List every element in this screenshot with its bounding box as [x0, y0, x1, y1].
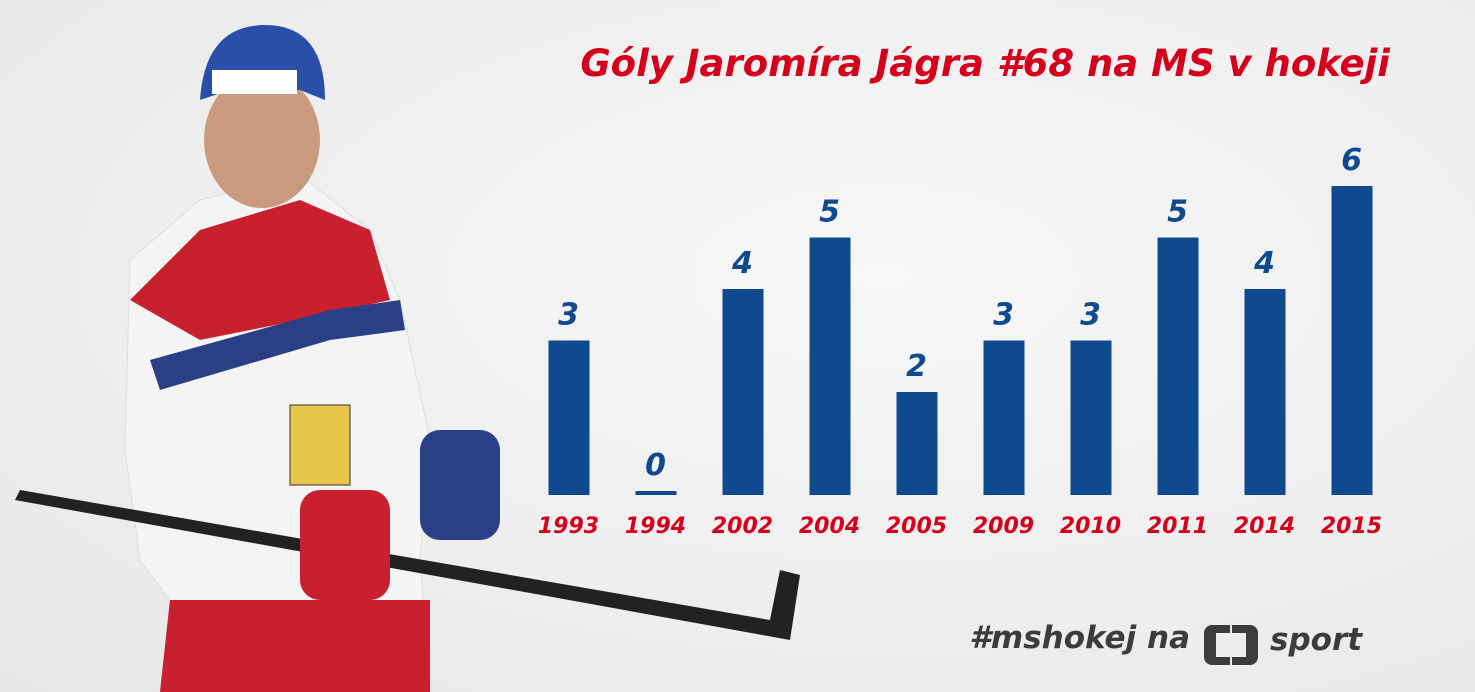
bar — [1157, 237, 1199, 495]
x-tick-label: 2014 — [1234, 514, 1295, 539]
value-label: 4 — [731, 246, 753, 281]
bar — [896, 392, 938, 495]
logo — [1204, 625, 1258, 665]
x-tick-label: 2011 — [1147, 514, 1208, 539]
x-tick-label: 2010 — [1060, 514, 1121, 539]
bar — [1070, 340, 1112, 495]
bar — [722, 289, 764, 495]
x-tick-label: 2009 — [973, 514, 1034, 539]
x-tick-label: 2002 — [712, 514, 773, 539]
bar — [1244, 289, 1286, 495]
footer-hashtag: #mshokej na — [969, 620, 1190, 656]
value-label: 3 — [558, 298, 579, 333]
logo-text: sport — [1270, 622, 1363, 658]
value-label: 3 — [993, 298, 1014, 333]
value-label: 2 — [906, 349, 927, 384]
value-label: 4 — [1253, 246, 1275, 281]
x-tick-label: 2005 — [886, 514, 947, 539]
chart-title: Góly Jaromíra Jágra #68 na MS v hokeji — [580, 42, 1391, 85]
bar — [1331, 186, 1373, 495]
value-label: 5 — [1167, 195, 1188, 230]
value-label: 6 — [1341, 143, 1362, 178]
value-label: 5 — [819, 195, 840, 230]
value-label: 0 — [645, 448, 666, 483]
player-illustration — [15, 25, 800, 692]
x-tick-label: 1994 — [625, 514, 686, 539]
bar — [809, 237, 851, 495]
x-tick-label: 2004 — [799, 514, 860, 539]
bar — [983, 340, 1025, 495]
x-tick-label: 1993 — [538, 514, 599, 539]
x-tick-label: 2015 — [1321, 514, 1382, 539]
bar — [635, 491, 677, 495]
value-label: 3 — [1080, 298, 1101, 333]
bar — [548, 340, 590, 495]
